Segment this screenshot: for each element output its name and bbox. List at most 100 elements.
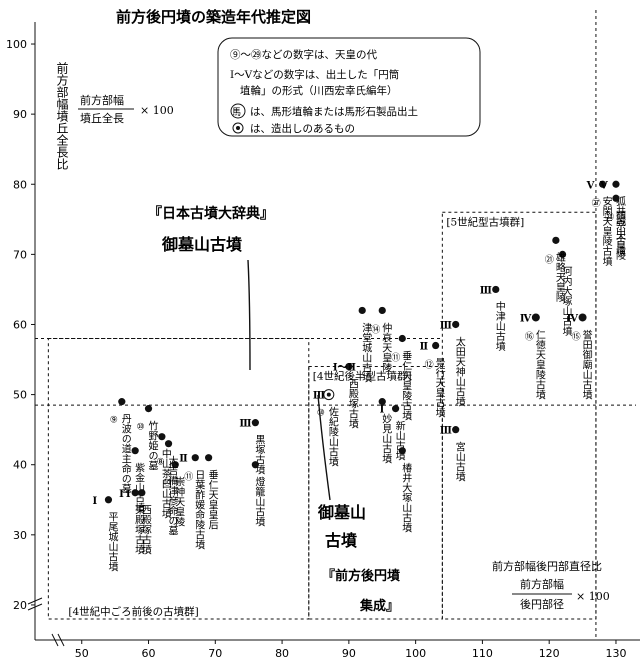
handwritten-arrow-2 (317, 394, 331, 501)
data-point-emperor: ⑫ (423, 359, 434, 368)
data-point-label: 大吉備津彦命の墓 (166, 454, 178, 535)
x-formula-numerator: 前方部幅 (520, 577, 564, 591)
data-point (558, 250, 567, 258)
data-point-label: 佐紀陵山古墳 (326, 406, 338, 467)
x-tick-label: 80 (275, 647, 289, 660)
data-point-haniwa: Ⅰ〜Ⅱ (333, 363, 356, 374)
x-tick-label: 50 (75, 647, 89, 660)
data-point-emperor: ⑩ (316, 409, 326, 419)
handwritten-note-gobozan-2: 御墓山 (317, 503, 366, 522)
data-point-label: 津堂城山古墳 (360, 322, 372, 383)
group-label: [4世紀後半型古墳群] (313, 370, 412, 383)
data-point (251, 461, 259, 469)
data-point-label: 安閑天皇陵古墳 (600, 195, 612, 267)
data-point-haniwa: Ⅳ (567, 313, 579, 324)
data-point (138, 489, 146, 497)
data-point-haniwa: Ⅳ (520, 313, 532, 324)
data-point-label: 妙見山古墳 (380, 412, 392, 464)
data-point-label: 狐井城山古墳 (613, 195, 625, 257)
data-point-label: 河内大塚山古墳 (560, 266, 572, 337)
chart-title: 前方後円墳の築造年代推定図 (116, 8, 311, 26)
data-point-label: 仲哀天皇陵 (380, 321, 392, 373)
data-point-label: 顕宗天皇陵 (613, 210, 625, 261)
data-point (378, 398, 386, 406)
x-tick-label: 90 (342, 647, 356, 660)
x-tick-label: 100 (405, 647, 426, 660)
x-tick-label: 70 (208, 647, 222, 660)
data-point (191, 454, 199, 462)
data-point-label: 垂仁天皇陵古墳 (400, 350, 412, 421)
data-point-label: 誉田御廟山古墳 (580, 328, 592, 400)
data-point-label: 西殿塚古墳 (139, 505, 151, 556)
x-axis-break (51, 633, 65, 647)
handwritten-note-dictionary: 『日本古墳大辞典』 (148, 205, 274, 222)
data-point-label: 中山茶臼山古墳 (159, 447, 171, 519)
legend-tsukuridashi-dot (236, 126, 240, 130)
data-point-label: 日葉酢媛命陵古墳 (193, 470, 205, 551)
data-point-label: 西殿塚古墳 (346, 379, 358, 430)
data-point-label: 中津山古墳 (493, 300, 505, 352)
data-point-emperor: ㉗ (590, 198, 601, 207)
data-point (118, 398, 126, 406)
y-tick-label: 20 (13, 599, 27, 612)
data-point (552, 236, 560, 244)
data-point (378, 306, 386, 315)
data-point (158, 433, 166, 441)
data-point-haniwa: Ⅲ (440, 320, 452, 331)
data-point-haniwa: Ⅰ (380, 405, 385, 416)
handwritten-annotations: 『日本古墳大辞典』 御墓山古墳 御墓山 古墳 『前方後円墳 集成』 (148, 205, 400, 614)
group-boxes: [4世紀中ごろ前後の古墳群] [4世紀後半型古墳群] [5世紀型古墳群] (47, 211, 597, 620)
data-point-horse (578, 313, 587, 322)
y-tick-label: 40 (13, 459, 27, 472)
data-point (599, 180, 607, 188)
data-point (131, 447, 139, 455)
legend-line-4: は、馬形埴輪または馬形石製品出土 (250, 105, 418, 118)
data-point-haniwa: Ⅰ (119, 489, 124, 500)
handwritten-note-gobozan-3: 古墳 (325, 531, 357, 550)
x-tick-label: 120 (539, 647, 560, 660)
y-axis-label: 前方部幅墳丘全長比 (55, 61, 69, 171)
data-point (492, 285, 500, 294)
data-point (398, 334, 406, 343)
data-point-haniwa: Ⅰ (126, 489, 131, 500)
data-point-haniwa: Ⅲ (480, 285, 492, 296)
data-point-haniwa: Ⅰ (92, 496, 97, 507)
data-point (452, 320, 460, 329)
data-point (612, 180, 620, 188)
data-point-emperor: ⑪ (182, 472, 193, 481)
data-point (171, 461, 179, 469)
x-formula-multiplier: × 100 (576, 590, 610, 603)
data-point (392, 405, 400, 413)
data-point (131, 489, 139, 497)
data-point-haniwa: Ⅲ (440, 426, 452, 437)
y-tick-label: 50 (13, 389, 27, 402)
data-point-emperor: ⑯ (523, 331, 534, 340)
x-tick-label: 60 (142, 647, 156, 660)
data-point-emperor: ⑩ (162, 479, 172, 489)
y-tick-label: 60 (13, 318, 27, 331)
y-axis-title: 前方部幅墳丘全長比 前方部幅 墳丘全長 × 100 (55, 61, 174, 171)
legend-box (217, 37, 481, 137)
data-point (345, 362, 353, 371)
data-point-haniwa: Ⅲ (313, 391, 325, 402)
y-tick-label: 90 (13, 108, 27, 121)
data-point (398, 447, 406, 455)
legend-horse-mark (230, 103, 246, 119)
handwritten-arrow-1 (247, 259, 251, 371)
data-point-label: 紫金山古墳 (133, 462, 145, 513)
legend-line-3: 埴輪」の形式（川西宏幸氏編年） (240, 84, 398, 97)
x-tick-label: 130 (605, 647, 626, 660)
ticks: 50 60 70 80 90 100 110 120 130 20 30 40 50 60 70 80 90 10… (6, 38, 626, 660)
legend-line-5: は、造出しのあるもの (250, 122, 355, 135)
data-point-horse (531, 313, 540, 322)
data-point-haniwa: Ⅴ (586, 180, 595, 191)
data-point-emperor: ⑮ (570, 331, 581, 340)
handwritten-note-shusei-1: 『前方後円墳 (322, 568, 400, 584)
legend: ⑨〜㉙などの数字は、天皇の代 Ⅰ〜Ⅴなどの数字は、出土した「円筒 埴輪」の形式（… (217, 37, 481, 137)
y-formula-multiplier: × 100 (140, 104, 174, 117)
data-point-emperor: ⑩ (136, 423, 146, 433)
y-tick-label: 70 (13, 248, 27, 261)
data-point-label: 黒塚古墳 (253, 434, 265, 475)
